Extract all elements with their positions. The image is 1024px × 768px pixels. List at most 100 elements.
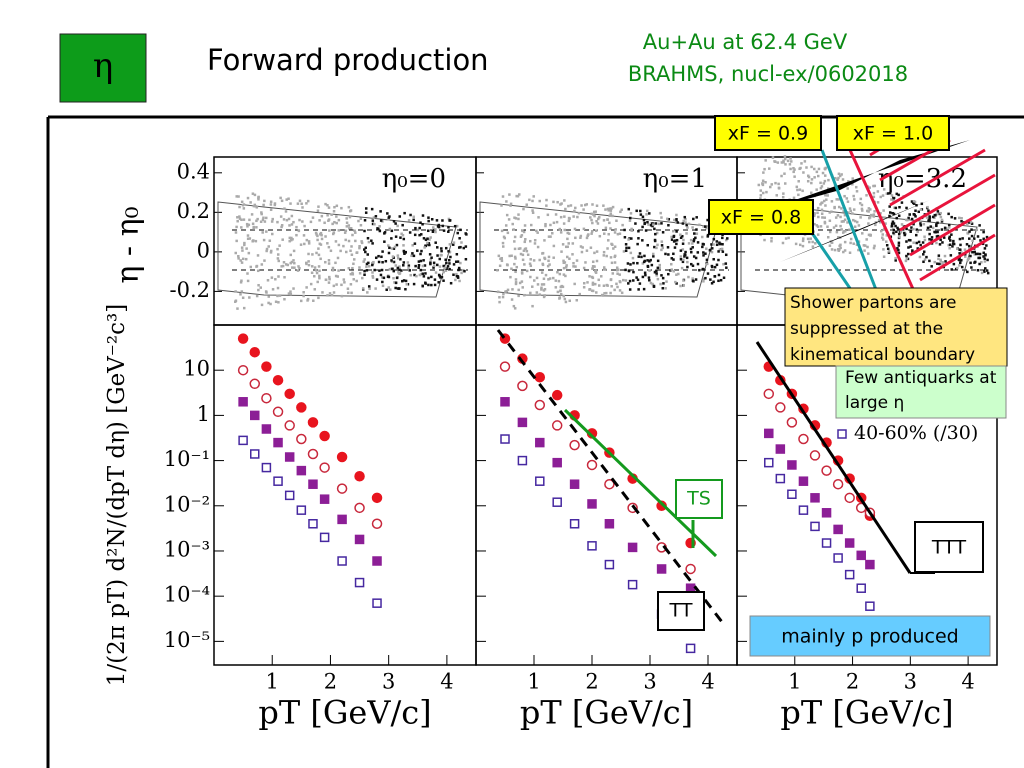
x-axis-label: pT [GeV/c] [520,694,693,732]
marker [764,428,774,439]
cloud-point [816,225,820,228]
cloud-point [390,237,393,240]
cloud-point [595,259,599,263]
cloud-point [956,247,959,251]
cloud-point [636,261,639,265]
cloud-point [260,211,263,214]
xf-line [820,149,882,301]
cloud-point [538,199,541,203]
cloud-point [836,178,839,181]
cloud-point [547,235,551,238]
cloud-point [851,182,854,186]
cloud-point [255,219,258,223]
overlays: xF = 0.9 xF = 1.0 xF = 0.8 Shower parton… [496,115,1008,657]
cloud-point [589,246,593,249]
cloud-point [985,244,988,247]
cloud-point [659,282,662,286]
cloud-point [314,231,318,235]
cloud-point [986,271,990,275]
cloud-point [959,261,962,265]
cloud-point [447,226,450,229]
cloud-point [567,204,570,208]
cloud-point [606,247,609,250]
cloud-point [792,170,795,174]
cloud-point [377,260,381,264]
cloud-point [517,247,521,251]
cloud-point [783,157,787,161]
cloud-point [815,170,819,174]
marker [551,420,563,431]
cloud-point [830,200,834,203]
cloud-point [837,198,840,201]
cloud-point [681,242,685,245]
cloud-point [290,214,294,218]
cloud-point [639,209,642,213]
cloud-point [514,217,518,220]
cloud-point [261,218,265,222]
cloud-point [366,291,369,294]
cloud-point [355,279,358,283]
cloud-point [573,209,576,213]
y-tick-label: -0.2 [170,278,211,302]
marker [798,433,809,445]
cloud-point [419,273,423,276]
cloud-point [717,279,720,283]
cloud-point [598,234,602,238]
cloud-point [911,249,914,252]
cloud-point [549,235,552,238]
cloud-point [510,254,513,257]
cloud-point [915,228,919,231]
cloud-point [355,251,358,254]
cloud-point [969,254,972,258]
marker [273,437,283,448]
cloud-point [712,237,716,241]
cloud-point [590,232,593,235]
cloud-point [371,274,374,278]
cloud-point [535,276,539,280]
marker [569,479,580,489]
cloud-point [282,218,286,221]
cloud-point [554,286,558,289]
cloud-point [710,250,714,254]
cloud-point [636,278,640,282]
cloud-point [935,223,938,226]
cloud-point [960,265,964,269]
cloud-point [860,203,864,207]
cloud-point [888,211,892,214]
cloud-point [434,241,437,244]
cloud-point [695,228,698,231]
cloud-point [897,244,901,247]
cloud-point [629,216,632,220]
cloud-point [905,254,908,258]
cloud-point [452,241,456,244]
cloud-point [907,246,910,249]
cloud-point [240,226,243,229]
y-tick-label: 0 [197,238,210,262]
marker [821,538,832,548]
cloud-point [517,288,520,292]
cloud-point [646,220,649,224]
cloud-point [712,243,715,246]
cloud-point [702,254,705,257]
cloud-point [888,214,891,218]
cloud-point [387,244,390,247]
cloud-point [846,221,849,224]
cloud-point [600,293,604,297]
marker [763,388,775,400]
cloud-point [912,199,916,203]
cloud-point [705,258,709,262]
cloud-point [506,263,509,267]
cloud-point [702,268,705,271]
cloud-point [387,218,390,221]
cloud-point [715,240,719,243]
cloud-point [837,176,840,180]
cloud-point [370,207,374,211]
cloud-point [387,275,391,279]
cloud-point [660,222,663,225]
cloud-point [373,223,376,226]
cloud-point [933,260,936,264]
cloud-point [970,228,973,231]
marker [821,508,832,518]
cloud-point [391,267,394,271]
cloud-point [834,224,838,228]
